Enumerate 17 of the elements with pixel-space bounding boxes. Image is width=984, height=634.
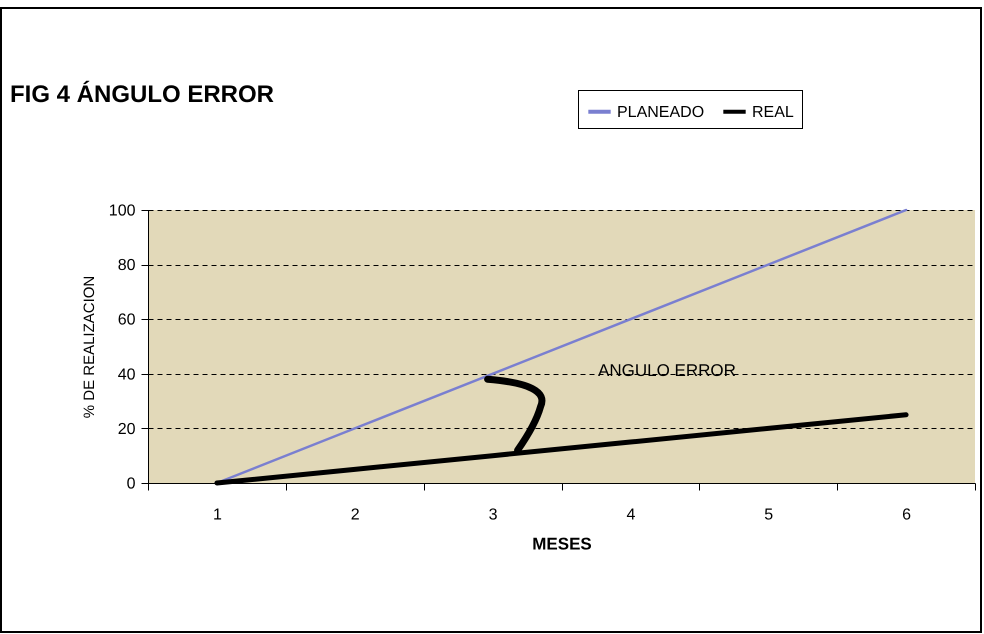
y-axis-title: % DE REALIZACION: [80, 276, 98, 418]
y-tick-label: 20: [118, 420, 136, 438]
chart-title: FIG 4 ÁNGULO ERROR: [10, 80, 274, 108]
x-tick-label: 5: [764, 506, 774, 524]
x-tick-label: 6: [902, 506, 912, 524]
x-axis-title: MESES: [532, 534, 592, 554]
y-tick-label: 80: [118, 257, 136, 274]
x-tick-label: 4: [626, 506, 636, 524]
y-tick-label: 40: [118, 366, 136, 384]
legend-label: PLANEADO: [617, 104, 704, 121]
legend-label: REAL: [752, 104, 794, 121]
x-tick-label: 1: [212, 506, 222, 524]
y-tick-label: 0: [126, 476, 136, 492]
x-tick-label: 3: [488, 506, 498, 524]
y-tick-label: 100: [108, 202, 136, 220]
y-tick-label: 60: [118, 312, 136, 329]
x-tick-label: 2: [350, 506, 360, 524]
